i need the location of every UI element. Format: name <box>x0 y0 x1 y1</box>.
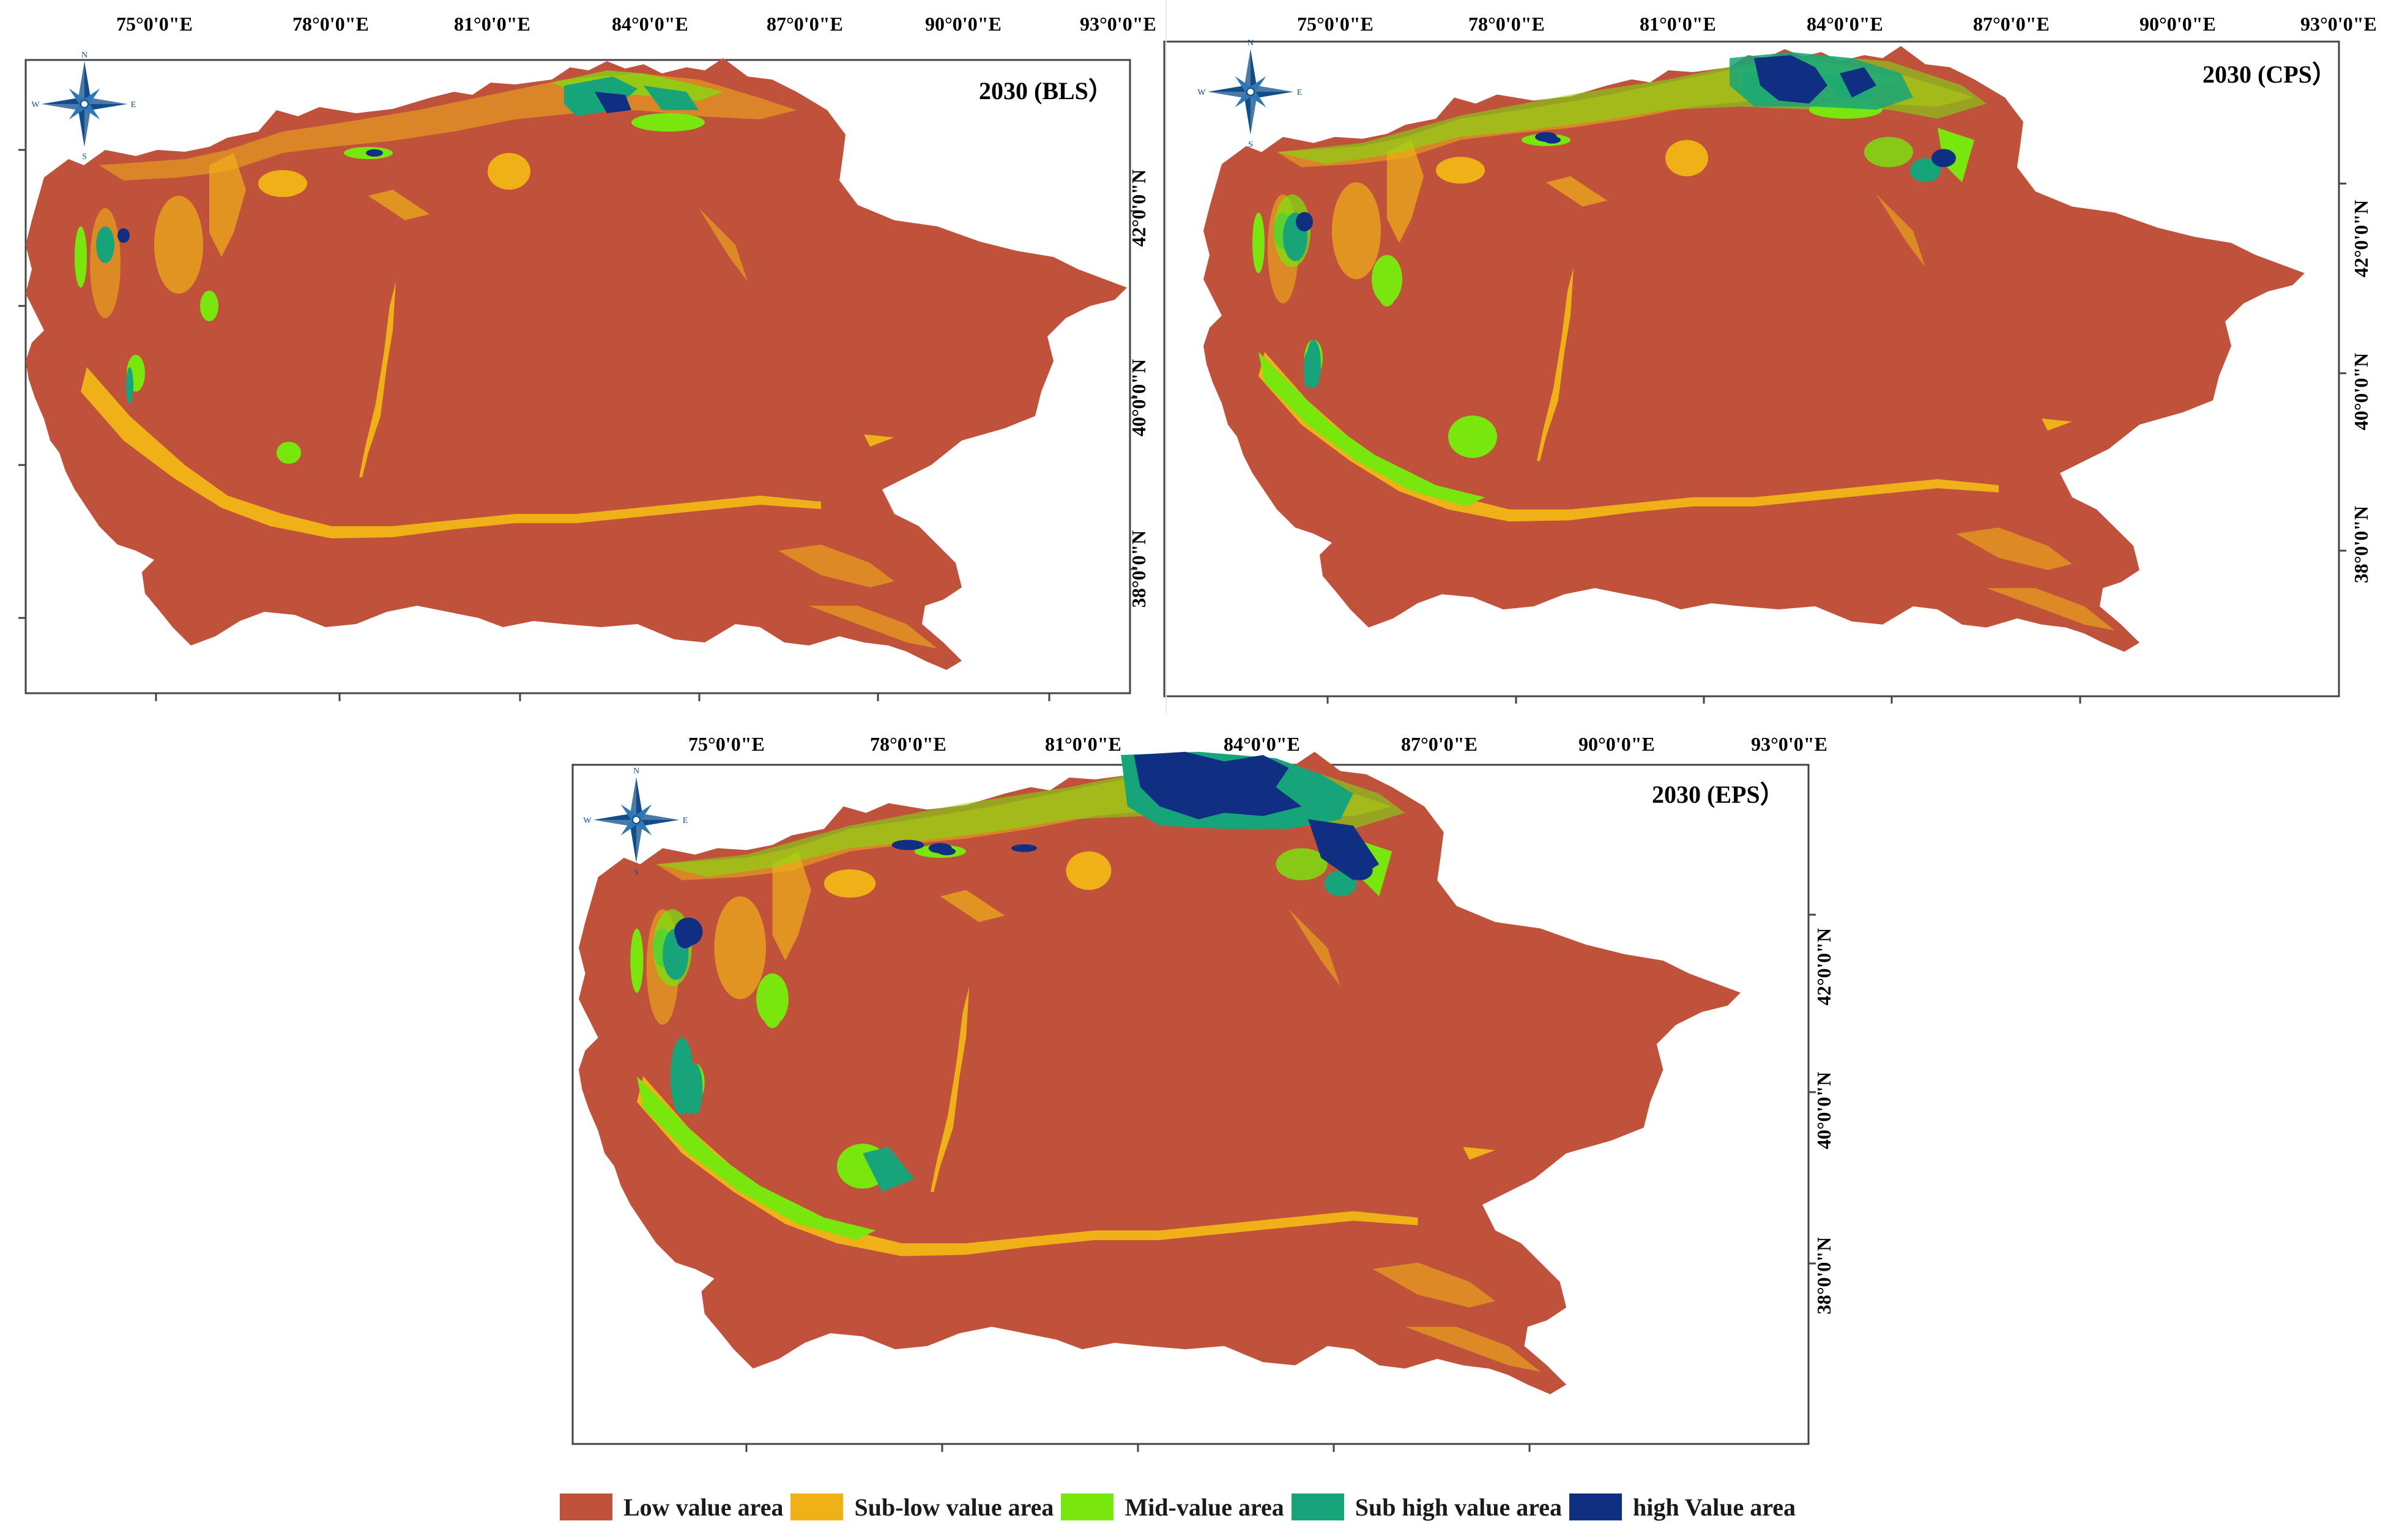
compass-rose-icon <box>1197 38 1303 150</box>
lat-tick: 38°0'0"N <box>1813 1237 1835 1315</box>
lat-tick-labels: 42°0'0"N 40°0'0"N 38°0'0"N <box>2350 200 2372 584</box>
lat-tick: 42°0'0"N <box>2350 200 2372 278</box>
lon-tick: 93°0'0"E <box>2300 13 2377 35</box>
panel-title: 2030 (EPS） <box>1652 781 1785 808</box>
legend-swatch-sub-low <box>790 1494 844 1520</box>
map-eps: 2030 (EPS） 75°0'0"E 78°0'0"E 81°0'0"E 84… <box>571 733 1835 1452</box>
basin-shape <box>579 751 1741 1394</box>
legend-label: Low value area <box>623 1493 784 1521</box>
lon-tick: 90°0'0"E <box>1578 733 1655 755</box>
basin-shape <box>26 58 1127 670</box>
lon-tick: 87°0'0"E <box>1401 733 1478 755</box>
lat-tick: 42°0'0"N <box>1813 928 1835 1006</box>
lon-tick: 87°0'0"E <box>1973 13 2050 35</box>
lon-tick: 81°0'0"E <box>454 13 530 35</box>
legend-item-low: Low value area <box>560 1493 783 1522</box>
lat-tick: 40°0'0"N <box>2350 353 2372 431</box>
legend-swatch-high <box>1569 1494 1623 1520</box>
panel-title: 2030 (CPS） <box>2203 61 2336 88</box>
legend-label: Mid-value area <box>1125 1493 1284 1521</box>
lon-tick-labels: 75°0'0"E 78°0'0"E 81°0'0"E 84°0'0"E 87°0… <box>116 13 1156 35</box>
lon-tick: 81°0'0"E <box>1640 13 1716 35</box>
legend-item-high: high Value area <box>1569 1493 1796 1522</box>
legend-item-sub-low: Sub-low value area <box>790 1493 1054 1522</box>
lat-tick-labels: 42°0'0"N 40°0'0"N 38°0'0"N <box>1128 169 1150 608</box>
map-cps: 2030 (CPS） 75°0'0"E 78°0'0"E 81°0'0"E 84… <box>1163 13 2377 704</box>
lat-tick: 42°0'0"N <box>1128 169 1150 247</box>
map-panel-bls: 2030 (BLS） 75°0'0"E 78°0'0"E 81°0'0"E 84… <box>0 0 1175 704</box>
legend-swatch-mid <box>1061 1494 1114 1520</box>
panel-title: 2030 (BLS） <box>979 77 1113 105</box>
lon-tick: 84°0'0"E <box>1807 13 1883 35</box>
lat-tick-labels: 42°0'0"N 40°0'0"N 38°0'0"N <box>1813 928 1835 1315</box>
map-panel-cps: 2030 (CPS） 75°0'0"E 78°0'0"E 81°0'0"E 84… <box>1163 0 2386 704</box>
compass-rose-icon <box>31 50 137 162</box>
lon-tick: 78°0'0"E <box>292 13 369 35</box>
legend-item-mid: Mid-value area <box>1061 1493 1284 1522</box>
lon-tick: 75°0'0"E <box>116 13 193 35</box>
lon-tick: 84°0'0"E <box>1224 733 1300 755</box>
lon-tick: 81°0'0"E <box>1045 733 1121 755</box>
lat-tick: 40°0'0"N <box>1813 1072 1835 1150</box>
map-frame <box>1163 40 2340 697</box>
legend-swatch-low <box>560 1494 612 1520</box>
map-panel-eps: 2030 (EPS） 75°0'0"E 78°0'0"E 81°0'0"E 84… <box>569 725 1835 1459</box>
panel-divider <box>1165 0 1167 713</box>
lon-tick: 84°0'0"E <box>612 13 688 35</box>
lon-tick-labels: 75°0'0"E 78°0'0"E 81°0'0"E 84°0'0"E 87°0… <box>688 733 1827 755</box>
lat-tick: 38°0'0"N <box>2350 506 2372 584</box>
map-legend: Low value area Sub-low value area Mid-va… <box>560 1484 1803 1530</box>
lon-tick: 78°0'0"E <box>1468 13 1545 35</box>
legend-swatch-sub-high <box>1291 1494 1344 1520</box>
lon-tick: 87°0'0"E <box>767 13 843 35</box>
legend-item-sub-high: Sub high value area <box>1291 1493 1563 1522</box>
lon-tick: 75°0'0"E <box>1297 13 1374 35</box>
lat-tick: 40°0'0"N <box>1128 359 1150 437</box>
basin-shape <box>1203 46 2305 652</box>
legend-label: high Value area <box>1633 1493 1796 1521</box>
lon-tick: 93°0'0"E <box>1751 733 1827 755</box>
lon-tick: 90°0'0"E <box>2139 13 2216 35</box>
legend-label: Sub-low value area <box>854 1493 1054 1521</box>
legend-label: Sub high value area <box>1355 1493 1563 1521</box>
lon-tick: 90°0'0"E <box>925 13 1002 35</box>
lon-tick-labels: 75°0'0"E 78°0'0"E 81°0'0"E 84°0'0"E 87°0… <box>1297 13 2377 35</box>
lon-tick: 93°0'0"E <box>1080 13 1156 35</box>
lon-tick: 78°0'0"E <box>870 733 946 755</box>
lat-tick: 38°0'0"N <box>1128 530 1150 608</box>
lon-tick: 75°0'0"E <box>688 733 765 755</box>
map-bls: 2030 (BLS） 75°0'0"E 78°0'0"E 81°0'0"E 84… <box>17 13 1156 702</box>
